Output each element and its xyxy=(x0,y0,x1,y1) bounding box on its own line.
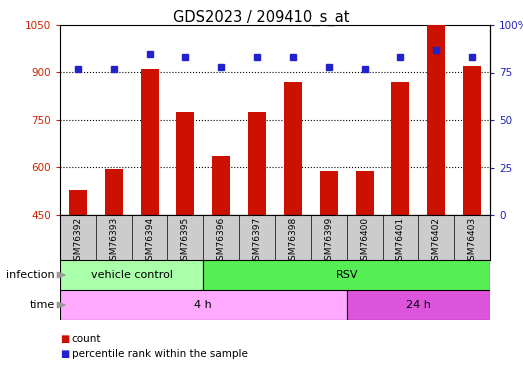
Text: GSM76396: GSM76396 xyxy=(217,217,226,266)
Bar xyxy=(320,171,338,215)
Text: GSM76398: GSM76398 xyxy=(288,217,298,266)
Text: GSM76401: GSM76401 xyxy=(396,217,405,266)
Bar xyxy=(463,66,481,215)
Text: GDS2023 / 209410_s_at: GDS2023 / 209410_s_at xyxy=(173,9,350,26)
Text: infection: infection xyxy=(6,270,55,280)
Bar xyxy=(60,260,203,290)
Bar xyxy=(176,112,195,215)
Text: GSM76402: GSM76402 xyxy=(432,217,441,266)
Text: vehicle control: vehicle control xyxy=(90,270,173,280)
Text: GSM76399: GSM76399 xyxy=(324,217,333,266)
Text: GSM76394: GSM76394 xyxy=(145,217,154,266)
Text: count: count xyxy=(72,334,101,344)
Bar xyxy=(391,82,410,215)
Text: ■: ■ xyxy=(60,334,69,344)
Bar xyxy=(141,69,158,215)
Text: 4 h: 4 h xyxy=(195,300,212,310)
Text: ■: ■ xyxy=(60,349,69,359)
Bar xyxy=(347,290,490,320)
Bar xyxy=(212,156,230,215)
Bar xyxy=(105,169,123,215)
Text: GSM76400: GSM76400 xyxy=(360,217,369,266)
Text: GSM76392: GSM76392 xyxy=(73,217,83,266)
Bar xyxy=(69,190,87,215)
Text: GSM76403: GSM76403 xyxy=(468,217,476,266)
Bar xyxy=(203,260,490,290)
Bar xyxy=(248,112,266,215)
Bar xyxy=(60,290,347,320)
Text: GSM76395: GSM76395 xyxy=(181,217,190,266)
Text: time: time xyxy=(29,300,55,310)
Text: RSV: RSV xyxy=(335,270,358,280)
Text: GSM76397: GSM76397 xyxy=(253,217,262,266)
Text: 24 h: 24 h xyxy=(406,300,431,310)
Bar xyxy=(284,82,302,215)
Text: GSM76393: GSM76393 xyxy=(109,217,118,266)
Bar xyxy=(427,25,445,215)
Text: percentile rank within the sample: percentile rank within the sample xyxy=(72,349,247,359)
Bar xyxy=(356,171,373,215)
